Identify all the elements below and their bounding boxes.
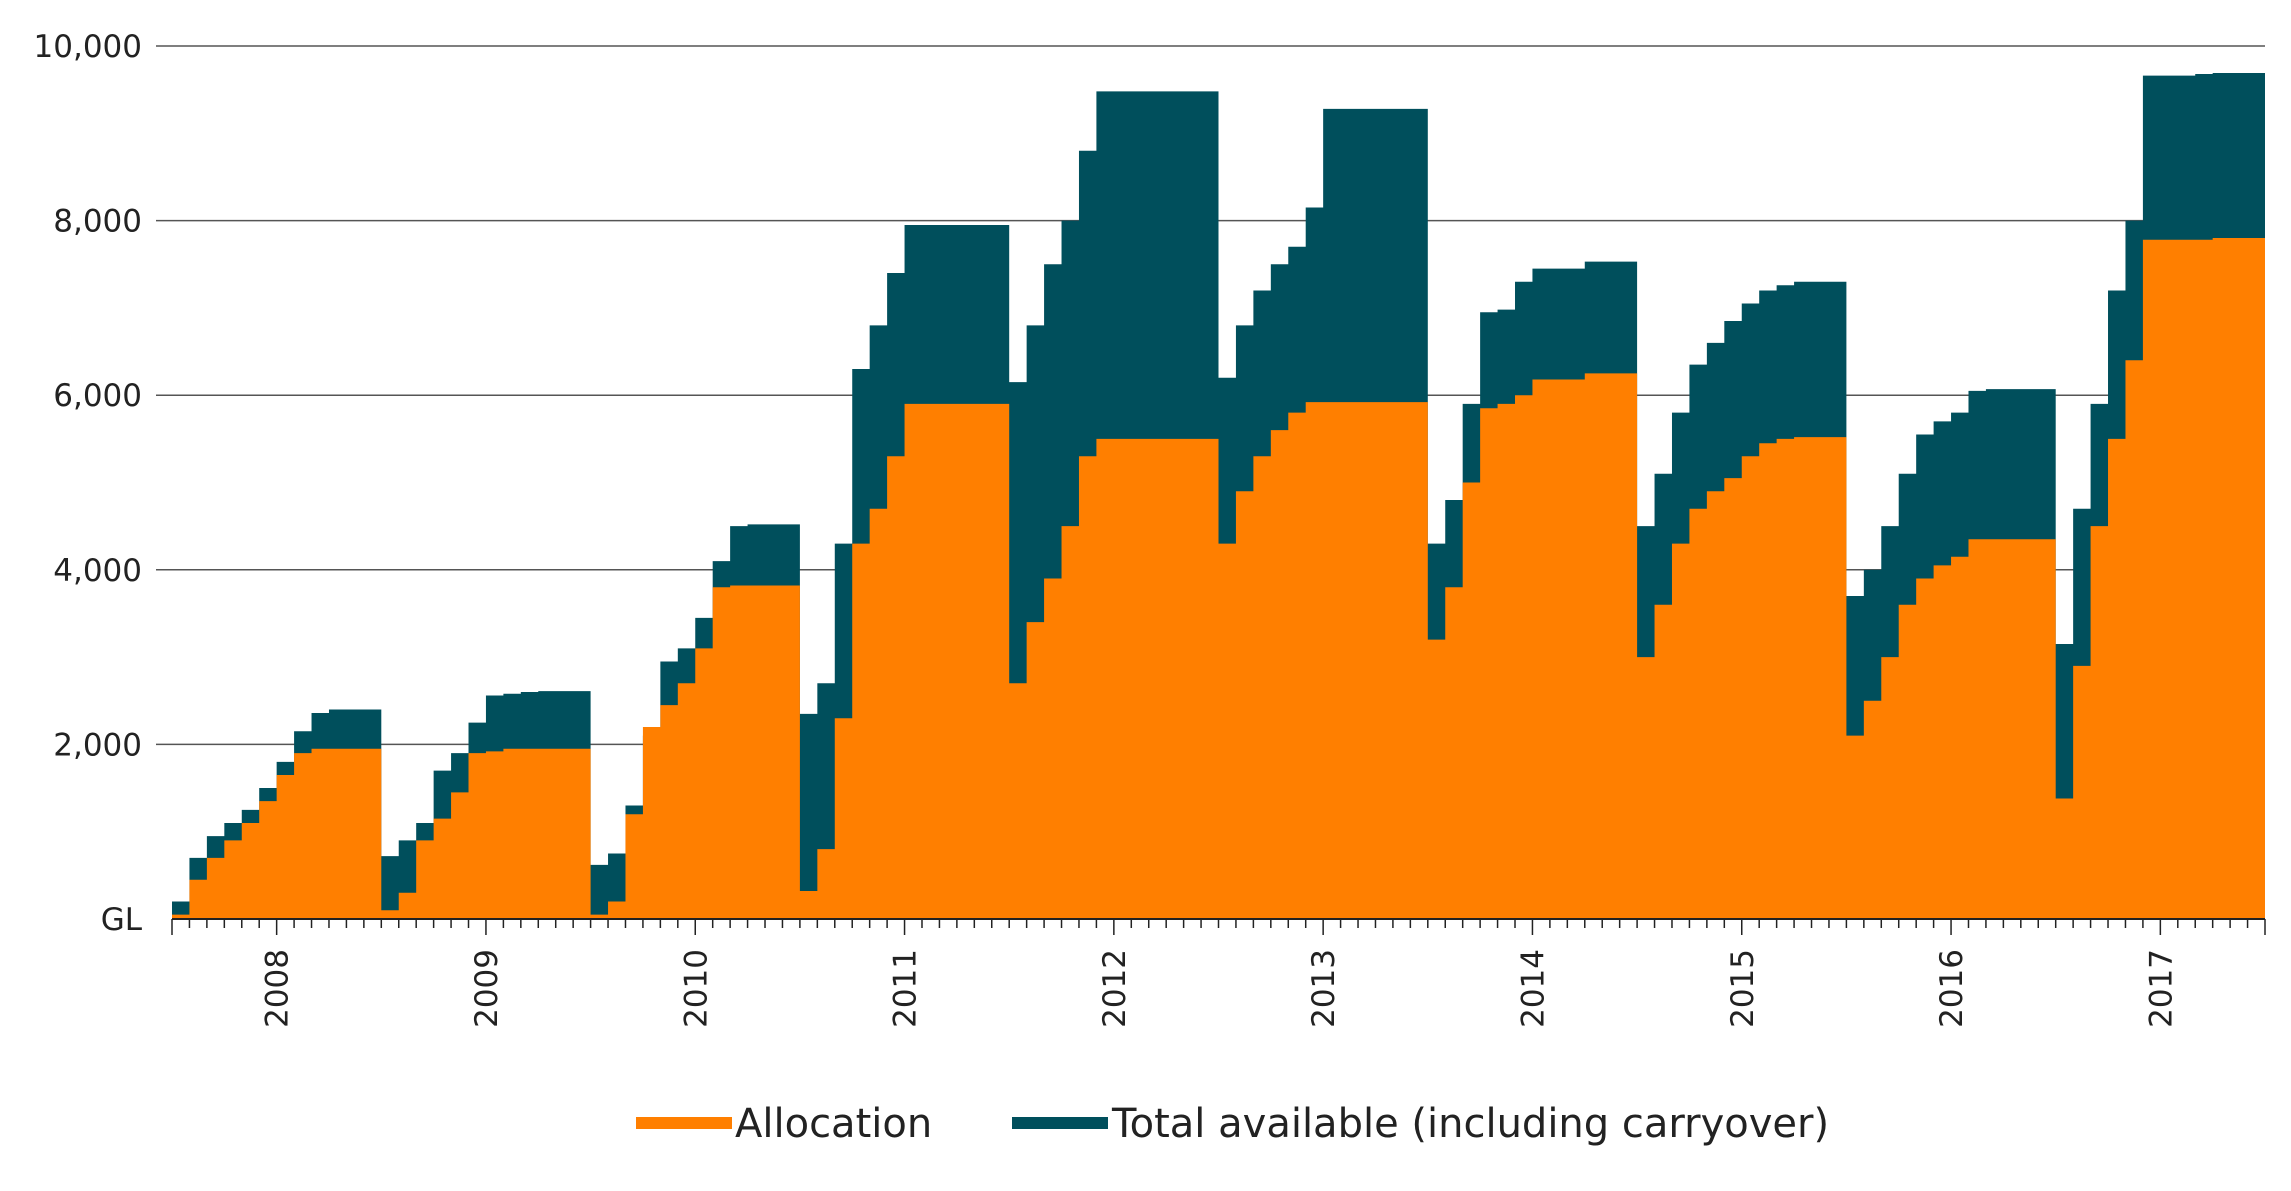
x-tick-label-2011: 2011 bbox=[888, 949, 924, 1028]
x-tick-label-2009: 2009 bbox=[469, 949, 505, 1028]
x-tick-label-2014: 2014 bbox=[1516, 949, 1552, 1028]
y-tick-label-4000: 4,000 bbox=[53, 553, 142, 589]
y-tick-label-10000: 10,000 bbox=[34, 29, 142, 65]
x-axis bbox=[171, 918, 2266, 935]
legend-label-allocation: Allocation bbox=[735, 1101, 932, 1147]
legend-swatch-allocation bbox=[636, 1117, 732, 1129]
y-tick-label-2000: 2,000 bbox=[53, 727, 142, 763]
legend-label-total: Total available (including carryover) bbox=[1111, 1101, 1829, 1147]
x-tick-label-2013: 2013 bbox=[1306, 949, 1342, 1028]
x-tick-label-2010: 2010 bbox=[678, 949, 714, 1028]
x-tick-label-2016: 2016 bbox=[1934, 949, 1970, 1028]
x-tick-label-2015: 2015 bbox=[1725, 949, 1761, 1028]
x-tick-label-2017: 2017 bbox=[2143, 949, 2179, 1028]
plot-area bbox=[172, 73, 2265, 919]
legend-swatch-total bbox=[1012, 1117, 1108, 1129]
y-tick-label-0: GL bbox=[101, 902, 143, 938]
series-allocation-area bbox=[172, 238, 2265, 919]
x-tick-label-2008: 2008 bbox=[260, 949, 296, 1028]
x-tick-labels: 2008 2009 2010 2011 2012 2013 2014 2015 2016 2017 bbox=[260, 949, 2180, 1028]
y-axis: GL 2,000 4,000 6,000 8,000 10,000 bbox=[34, 29, 143, 938]
x-tick-label-2012: 2012 bbox=[1097, 949, 1133, 1028]
y-tick-label-6000: 6,000 bbox=[53, 378, 142, 414]
y-tick-label-8000: 8,000 bbox=[53, 204, 142, 240]
legend: Allocation Total available (including ca… bbox=[636, 1101, 1829, 1147]
